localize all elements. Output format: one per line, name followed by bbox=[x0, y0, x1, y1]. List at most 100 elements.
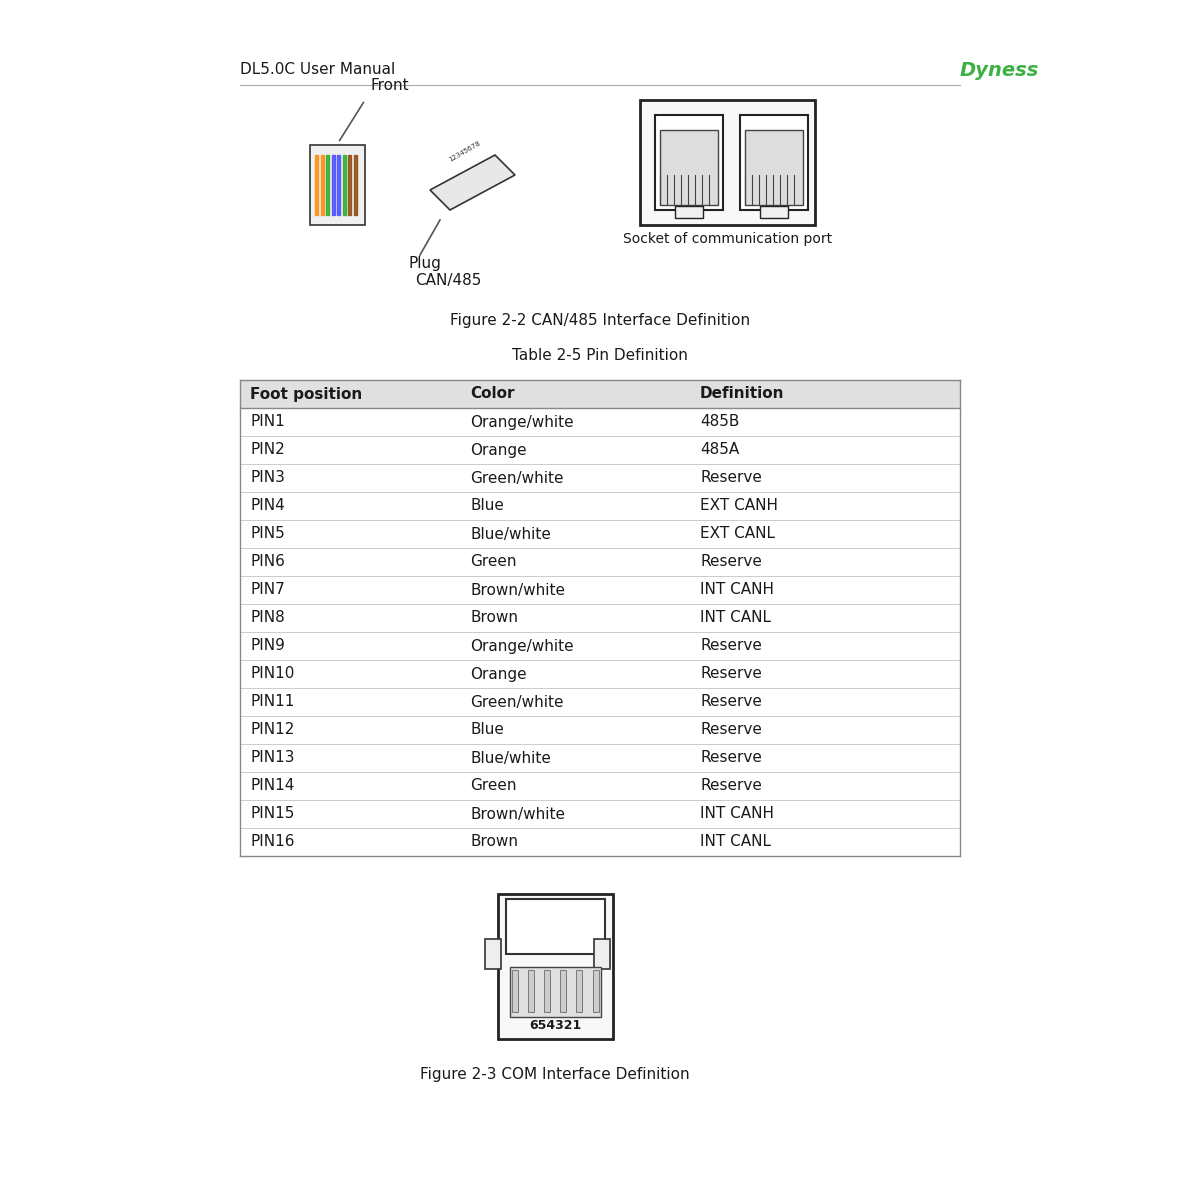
Bar bbox=[240, 380, 960, 408]
Text: Green/white: Green/white bbox=[470, 470, 564, 486]
Bar bbox=[594, 938, 610, 968]
Text: EXT CANL: EXT CANL bbox=[700, 527, 775, 541]
Bar bbox=[544, 970, 550, 1012]
Bar bbox=[498, 894, 612, 1038]
Text: INT CANL: INT CANL bbox=[700, 834, 772, 850]
Text: Dyness: Dyness bbox=[960, 60, 1039, 79]
Text: Foot position: Foot position bbox=[250, 386, 362, 402]
Text: INT CANH: INT CANH bbox=[700, 582, 774, 598]
Text: Definition: Definition bbox=[700, 386, 785, 402]
Text: Orange: Orange bbox=[470, 443, 527, 457]
Bar bbox=[576, 970, 582, 1012]
Text: Reserve: Reserve bbox=[700, 666, 762, 682]
Bar bbox=[240, 716, 960, 744]
Bar bbox=[505, 899, 605, 954]
Text: Brown: Brown bbox=[470, 834, 518, 850]
Bar bbox=[240, 464, 960, 492]
Text: EXT CANH: EXT CANH bbox=[700, 498, 778, 514]
Bar bbox=[331, 155, 335, 215]
Text: PIN9: PIN9 bbox=[250, 638, 284, 654]
Bar bbox=[240, 436, 960, 464]
Bar bbox=[348, 155, 352, 215]
Bar bbox=[674, 206, 703, 218]
Bar bbox=[240, 632, 960, 660]
Bar bbox=[593, 970, 599, 1012]
Text: DL5.0C User Manual: DL5.0C User Manual bbox=[240, 62, 395, 78]
Text: 12345678: 12345678 bbox=[448, 140, 482, 163]
Bar bbox=[240, 828, 960, 856]
Text: INT CANL: INT CANL bbox=[700, 611, 772, 625]
Bar bbox=[240, 660, 960, 688]
Bar bbox=[240, 744, 960, 772]
Bar bbox=[240, 408, 960, 436]
Bar bbox=[240, 772, 960, 800]
Text: PIN7: PIN7 bbox=[250, 582, 284, 598]
Bar bbox=[560, 970, 566, 1012]
Bar bbox=[342, 155, 346, 215]
Text: Green: Green bbox=[470, 554, 516, 570]
Bar bbox=[655, 115, 722, 210]
Text: Blue: Blue bbox=[470, 722, 504, 738]
Text: Table 2-5 Pin Definition: Table 2-5 Pin Definition bbox=[512, 348, 688, 362]
Text: 485B: 485B bbox=[700, 414, 739, 430]
Bar bbox=[326, 155, 329, 215]
Text: Orange/white: Orange/white bbox=[470, 638, 574, 654]
Text: Green: Green bbox=[470, 779, 516, 793]
Bar bbox=[320, 155, 324, 215]
Text: PIN10: PIN10 bbox=[250, 666, 294, 682]
Text: Color: Color bbox=[470, 386, 515, 402]
Bar bbox=[240, 604, 960, 632]
Bar bbox=[660, 130, 718, 205]
Text: Brown/white: Brown/white bbox=[470, 806, 565, 822]
Text: 654321: 654321 bbox=[529, 1019, 581, 1032]
Bar bbox=[240, 520, 960, 548]
Bar bbox=[310, 145, 365, 226]
Text: Reserve: Reserve bbox=[700, 695, 762, 709]
Bar bbox=[745, 130, 803, 205]
Bar bbox=[511, 970, 517, 1012]
Bar bbox=[240, 492, 960, 520]
Text: PIN12: PIN12 bbox=[250, 722, 294, 738]
Text: INT CANH: INT CANH bbox=[700, 806, 774, 822]
Text: PIN15: PIN15 bbox=[250, 806, 294, 822]
Text: Reserve: Reserve bbox=[700, 638, 762, 654]
Bar bbox=[314, 155, 318, 215]
Text: PIN5: PIN5 bbox=[250, 527, 284, 541]
Text: PIN16: PIN16 bbox=[250, 834, 294, 850]
Text: Figure 2-2 CAN/485 Interface Definition: Figure 2-2 CAN/485 Interface Definition bbox=[450, 313, 750, 328]
Bar bbox=[740, 115, 808, 210]
Text: Blue/white: Blue/white bbox=[470, 527, 551, 541]
Text: PIN14: PIN14 bbox=[250, 779, 294, 793]
Text: PIN3: PIN3 bbox=[250, 470, 284, 486]
Text: Reserve: Reserve bbox=[700, 779, 762, 793]
Bar bbox=[510, 966, 600, 1016]
Text: Plug: Plug bbox=[408, 256, 442, 271]
Text: Socket of communication port: Socket of communication port bbox=[623, 232, 832, 246]
Bar bbox=[240, 548, 960, 576]
Text: PIN1: PIN1 bbox=[250, 414, 284, 430]
Text: Reserve: Reserve bbox=[700, 554, 762, 570]
Text: Front: Front bbox=[370, 78, 409, 92]
Text: PIN6: PIN6 bbox=[250, 554, 284, 570]
Text: Orange: Orange bbox=[470, 666, 527, 682]
Bar bbox=[240, 688, 960, 716]
Text: Brown/white: Brown/white bbox=[470, 582, 565, 598]
Text: Orange/white: Orange/white bbox=[470, 414, 574, 430]
Bar bbox=[485, 938, 500, 968]
Text: PIN13: PIN13 bbox=[250, 750, 294, 766]
Text: PIN8: PIN8 bbox=[250, 611, 284, 625]
Text: Brown: Brown bbox=[470, 611, 518, 625]
Bar bbox=[354, 155, 356, 215]
Text: Reserve: Reserve bbox=[700, 470, 762, 486]
Text: Blue: Blue bbox=[470, 498, 504, 514]
Text: Green/white: Green/white bbox=[470, 695, 564, 709]
Text: Reserve: Reserve bbox=[700, 750, 762, 766]
Bar bbox=[337, 155, 340, 215]
Polygon shape bbox=[430, 155, 515, 210]
Text: 485A: 485A bbox=[700, 443, 739, 457]
Text: Figure 2-3 COM Interface Definition: Figure 2-3 COM Interface Definition bbox=[420, 1067, 690, 1081]
Bar bbox=[760, 206, 788, 218]
Bar bbox=[240, 800, 960, 828]
Text: CAN/485: CAN/485 bbox=[415, 272, 481, 288]
Text: Reserve: Reserve bbox=[700, 722, 762, 738]
